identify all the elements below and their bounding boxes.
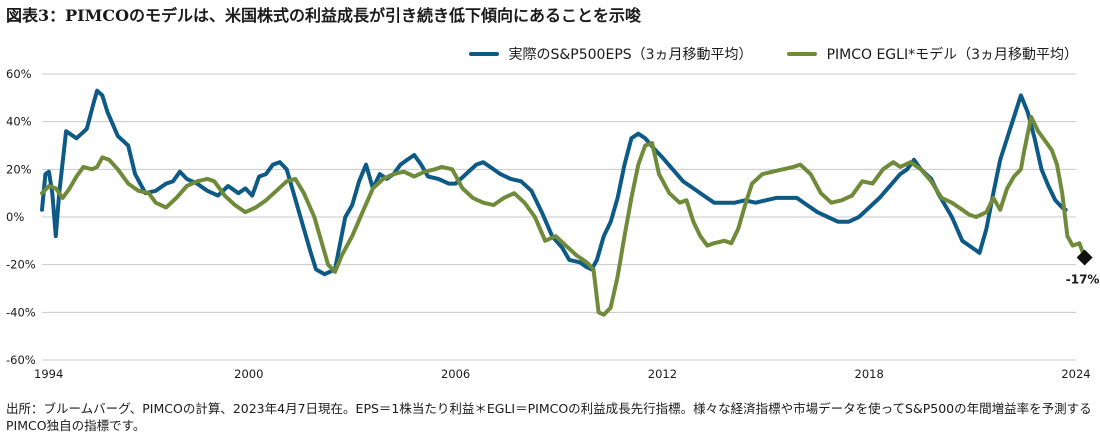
y-tick-label: -40% [6, 305, 36, 319]
x-tick-label: 2018 [855, 367, 884, 381]
diamond-marker [1076, 249, 1093, 266]
callout-label: -17% [1066, 273, 1100, 287]
legend-item-actual-eps: 実際のS&P500EPS（3ヵ月移動平均） [468, 44, 753, 64]
x-axis-ticks: 1994 2000 2006 2012 2018 2024 [34, 367, 1091, 381]
y-tick-label: 40% [6, 115, 32, 129]
x-tick-label: 2012 [648, 367, 677, 381]
y-tick-label: 60% [6, 67, 32, 81]
x-tick-label: 2006 [441, 367, 470, 381]
gridlines [42, 73, 1076, 361]
series-line-pimco-egli [40, 114, 1087, 317]
legend: 実際のS&P500EPS（3ヵ月移動平均） PIMCO EGLI*モデル（3ヵ月… [468, 44, 1078, 64]
y-axis-ticks: 60% 40% 20% 0% -20% -40% -60% [6, 67, 36, 367]
source-note: 出所：ブルームバーグ、PIMCOの計算、2023年4月7日現在。EPS＝1株当た… [6, 401, 1092, 433]
annotations: -17% [1066, 249, 1100, 287]
legend-label-actual-eps: 実際のS&P500EPS（3ヵ月移動平均） [508, 47, 753, 63]
legend-swatch-actual-eps [468, 52, 499, 56]
y-tick-label: -60% [6, 353, 36, 367]
y-tick-label: 20% [6, 162, 32, 176]
line-chart: 60% 40% 20% 0% -20% -40% -60% 1994 2000 2006 2012… [6, 67, 1100, 381]
y-tick-label: -20% [6, 258, 36, 272]
legend-item-pimco-egli: PIMCO EGLI*モデル（3ヵ月移動平均） [786, 44, 1078, 64]
legend-swatch-pimco-egli [786, 52, 817, 56]
x-tick-label: 2000 [234, 367, 263, 381]
legend-label-pimco-egli: PIMCO EGLI*モデル（3ヵ月移動平均） [826, 47, 1078, 63]
chart-title: 図表3：PIMCOのモデルは、米国株式の利益成長が引き続き低下傾向にあることを示… [6, 6, 642, 25]
y-tick-label: 0% [6, 210, 24, 224]
x-tick-label: 1994 [34, 367, 63, 381]
series-lines [40, 88, 1087, 317]
x-tick-label: 2024 [1061, 367, 1090, 381]
